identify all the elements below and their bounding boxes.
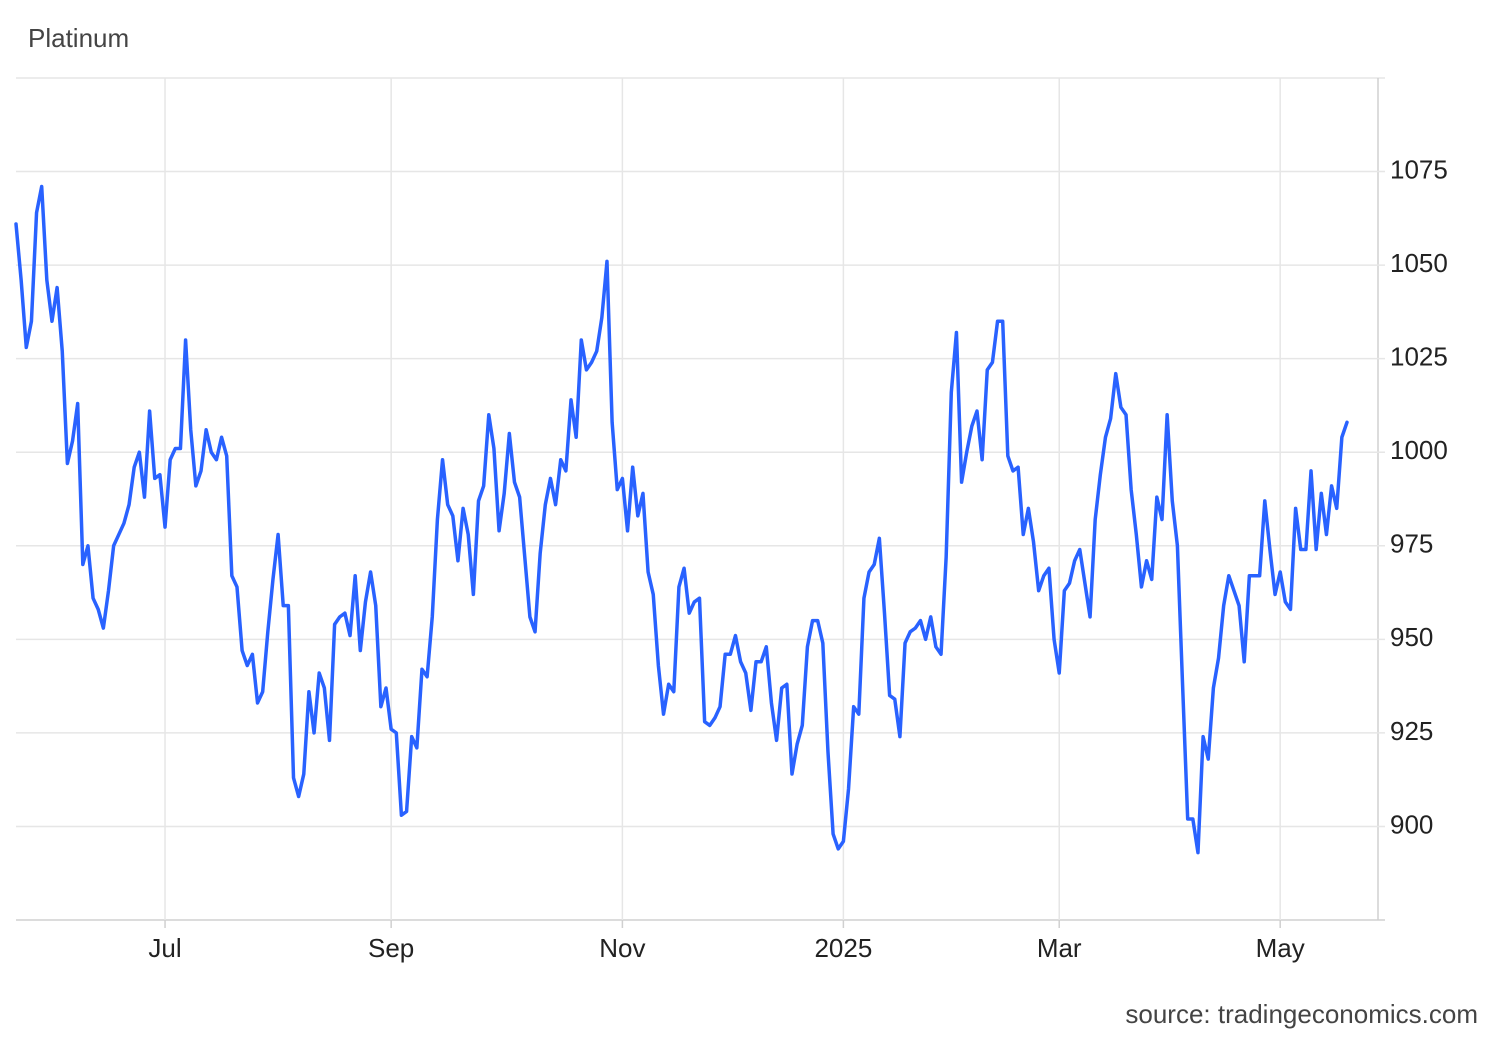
y-tick-label: 975	[1390, 529, 1433, 559]
y-tick-label: 950	[1390, 622, 1433, 652]
x-tick-label: 2025	[814, 933, 872, 963]
y-tick-label: 1050	[1390, 248, 1448, 278]
price-line	[14, 184, 1349, 855]
y-tick-label: 925	[1390, 716, 1433, 746]
x-tick-label: Jul	[148, 933, 181, 963]
source-note: source: tradingeconomics.com	[1125, 999, 1478, 1029]
x-tick-label: Mar	[1037, 933, 1082, 963]
y-tick-label: 900	[1390, 809, 1433, 839]
x-tick-label: May	[1256, 933, 1305, 963]
y-tick-label: 1000	[1390, 435, 1448, 465]
x-tick-label: Sep	[368, 933, 414, 963]
y-tick-label: 1025	[1390, 342, 1448, 372]
chart-title: Platinum	[28, 23, 129, 53]
x-tick-label: Nov	[599, 933, 645, 963]
y-tick-label: 1075	[1390, 154, 1448, 184]
